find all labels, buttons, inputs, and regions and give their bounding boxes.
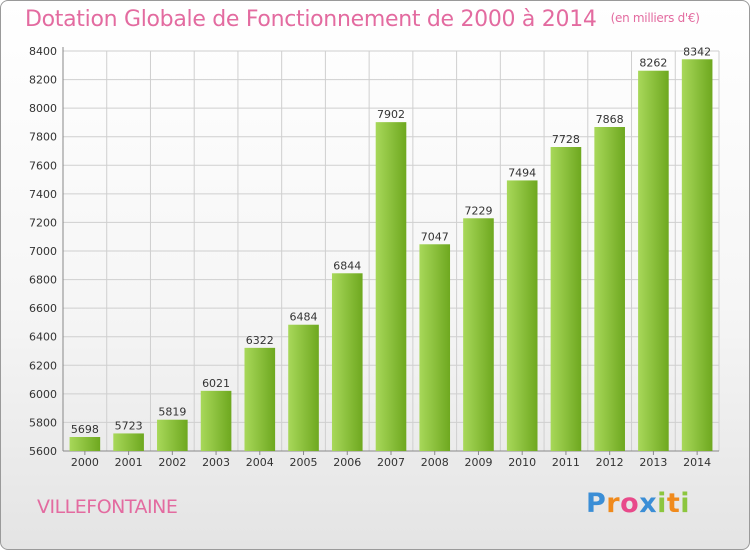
- y-tick-label: 7000: [29, 245, 57, 258]
- y-tick-label: 6000: [29, 388, 57, 401]
- logo-letter: i: [657, 488, 667, 519]
- bars-layer: [69, 59, 713, 452]
- bar-value-label: 7229: [464, 204, 492, 217]
- y-tick-label: 5800: [29, 416, 57, 429]
- bar: [113, 433, 144, 451]
- chart-unit-note: (en milliers d'€): [610, 11, 700, 25]
- x-tick-label: 2007: [377, 456, 405, 469]
- bar: [69, 437, 101, 451]
- logo-letter: o: [620, 488, 640, 519]
- bar-value-label: 5698: [71, 423, 99, 436]
- bar: [638, 70, 669, 451]
- bar-value-label: 5723: [115, 419, 143, 432]
- y-tick-label: 8000: [29, 102, 57, 115]
- x-tick-label: 2003: [202, 456, 230, 469]
- proxiti-logo[interactable]: Proxiti: [586, 488, 690, 519]
- x-tick-label: 2006: [333, 456, 361, 469]
- bar-value-label: 5819: [158, 406, 186, 419]
- x-tick-label: 2013: [639, 456, 667, 469]
- x-tick-label: 2004: [246, 456, 274, 469]
- y-tick-label: 6400: [29, 331, 57, 344]
- chart-title-text: Dotation Globale de Fonctionnement de 20…: [25, 7, 597, 32]
- x-tick-label: 2000: [71, 456, 99, 469]
- labels-layer: 5698 2000 5723 2001 5819 2002 6021 2003 6322 2004…: [71, 45, 711, 469]
- bar: [288, 324, 319, 451]
- logo-letter: x: [639, 488, 658, 519]
- y-tick-label: 7200: [29, 216, 57, 229]
- commune-name: VILLEFONTAINE: [37, 496, 178, 518]
- bar-value-label: 8262: [639, 57, 667, 70]
- bar: [157, 419, 188, 451]
- bar-value-label: 6484: [290, 311, 318, 324]
- bar-value-label: 7494: [508, 166, 536, 179]
- bar-value-label: 7047: [421, 230, 449, 243]
- logo-letter: P: [586, 488, 607, 519]
- y-tick-label: 8400: [29, 45, 57, 58]
- logo-letter: t: [666, 488, 681, 519]
- bar-value-label: 7902: [377, 108, 405, 121]
- x-tick-label: 2012: [596, 456, 624, 469]
- y-tick-label: 7400: [29, 188, 57, 201]
- logo-letter: r: [606, 488, 621, 519]
- y-tick-label: 5600: [29, 445, 57, 458]
- y-tick-label: 6600: [29, 302, 57, 315]
- x-tick-label: 2011: [552, 456, 580, 469]
- y-tick-label: 7600: [29, 159, 57, 172]
- y-tick-label: 8200: [29, 74, 57, 87]
- bar: [244, 347, 276, 451]
- bar: [200, 390, 232, 451]
- bar: [375, 122, 407, 452]
- logo-letter: i: [680, 488, 691, 519]
- bar-value-label: 6322: [246, 334, 274, 347]
- bar: [681, 59, 713, 452]
- x-tick-label: 2002: [158, 456, 186, 469]
- y-tick-label: 6200: [29, 359, 57, 372]
- bar-value-label: 7728: [552, 133, 580, 146]
- chart-title: Dotation Globale de Fonctionnement de 20…: [25, 7, 700, 32]
- x-tick-label: 2001: [115, 456, 143, 469]
- x-tick-label: 2014: [683, 456, 711, 469]
- bar: [550, 147, 582, 451]
- x-tick-label: 2010: [508, 456, 536, 469]
- bar-value-label: 6844: [333, 259, 361, 272]
- bar-value-label: 6021: [202, 377, 230, 390]
- bar: [419, 244, 451, 451]
- bar: [506, 180, 538, 451]
- y-tick-label: 7800: [29, 131, 57, 144]
- bar: [331, 273, 363, 451]
- bar-value-label: 7868: [596, 113, 624, 126]
- x-tick-label: 2009: [464, 456, 492, 469]
- bar-value-label: 8342: [683, 45, 711, 58]
- bar: [594, 127, 625, 451]
- x-tick-label: 2005: [290, 456, 318, 469]
- x-tick-label: 2008: [421, 456, 449, 469]
- bar: [463, 218, 494, 451]
- y-tick-label: 6800: [29, 274, 57, 287]
